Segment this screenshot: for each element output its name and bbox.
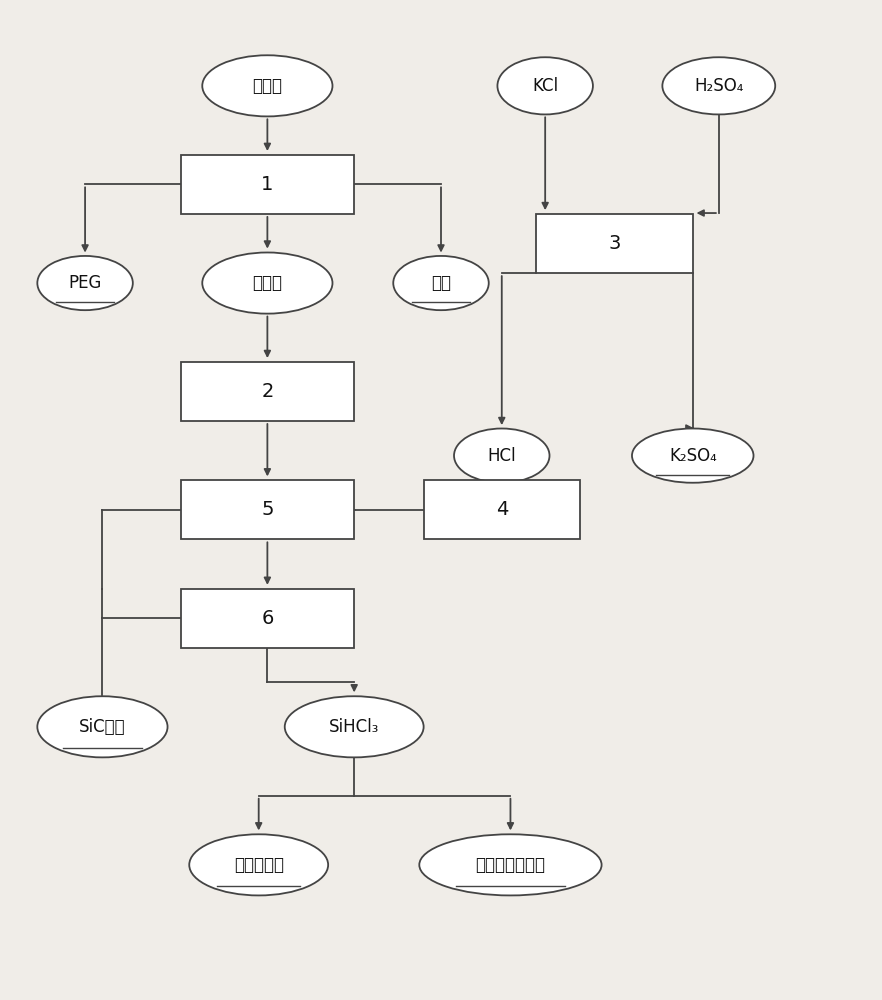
Ellipse shape: [37, 696, 168, 757]
FancyBboxPatch shape: [423, 480, 579, 539]
Ellipse shape: [454, 429, 549, 483]
Text: 4: 4: [496, 500, 508, 519]
Text: H₂SO₄: H₂SO₄: [694, 77, 744, 95]
FancyBboxPatch shape: [181, 155, 355, 214]
Text: KCl: KCl: [532, 77, 558, 95]
Text: 5: 5: [261, 500, 273, 519]
Text: K₂SO₄: K₂SO₄: [669, 447, 717, 465]
Text: 二元砂: 二元砂: [252, 274, 282, 292]
FancyBboxPatch shape: [181, 362, 355, 421]
Text: 6: 6: [261, 609, 273, 628]
Ellipse shape: [662, 57, 775, 114]
Text: SiC微粉: SiC微粉: [79, 718, 126, 736]
Text: 铁粉: 铁粉: [431, 274, 451, 292]
Ellipse shape: [632, 429, 753, 483]
Text: 有机硅系列产品: 有机硅系列产品: [475, 856, 545, 874]
Ellipse shape: [37, 256, 133, 310]
Ellipse shape: [419, 834, 602, 895]
Ellipse shape: [285, 696, 423, 757]
FancyBboxPatch shape: [181, 480, 355, 539]
Text: PEG: PEG: [69, 274, 101, 292]
Text: 废砂浆: 废砂浆: [252, 77, 282, 95]
Text: 3: 3: [609, 234, 621, 253]
Text: 光伏晶体硅: 光伏晶体硅: [234, 856, 284, 874]
Text: HCl: HCl: [488, 447, 516, 465]
FancyBboxPatch shape: [536, 214, 692, 273]
Ellipse shape: [393, 256, 489, 310]
Ellipse shape: [497, 57, 593, 114]
Text: 2: 2: [261, 382, 273, 401]
FancyBboxPatch shape: [181, 589, 355, 648]
Ellipse shape: [190, 834, 328, 895]
Text: SiHCl₃: SiHCl₃: [329, 718, 379, 736]
Text: 1: 1: [261, 175, 273, 194]
Ellipse shape: [202, 252, 333, 314]
Ellipse shape: [202, 55, 333, 116]
